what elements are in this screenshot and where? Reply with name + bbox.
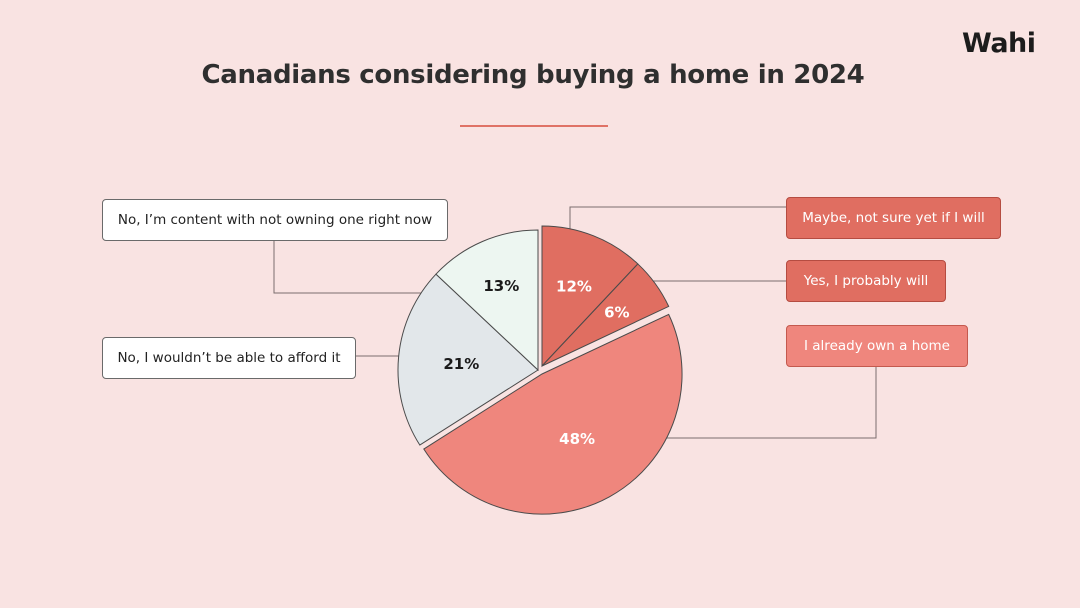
callout-maybe-not-sure: Maybe, not sure yet if I will: [786, 197, 1001, 239]
leader-line: [273, 240, 484, 294]
chart-title: Canadians considering buying a home in 2…: [201, 60, 865, 90]
pie-slice: [423, 313, 683, 515]
slice-value-label: 13%: [483, 277, 519, 295]
pie-slices: [397, 225, 683, 515]
pie-slice: [541, 225, 639, 368]
callout-probably-will: Yes, I probably will: [786, 260, 946, 302]
wahi-logo: Wahi: [962, 28, 1036, 59]
slice-value-label: 48%: [559, 430, 595, 448]
title-divider: [460, 125, 608, 127]
leader-line: [592, 366, 877, 439]
callout-cannot-afford: No, I wouldn’t be able to afford it: [102, 337, 356, 379]
slice-value-label: 12%: [556, 277, 592, 295]
slice-value-labels: 12% 6% 48% 21% 13%: [443, 277, 629, 448]
slice-value-label: 6%: [604, 304, 629, 322]
pie-slice: [541, 263, 670, 367]
pie-slice: [397, 273, 539, 446]
pie-slice: [435, 229, 539, 372]
callout-already-own: I already own a home: [786, 325, 968, 367]
callout-content-not-owning: No, I’m content with not owning one righ…: [102, 199, 448, 241]
slice-value-label: 21%: [443, 355, 479, 373]
